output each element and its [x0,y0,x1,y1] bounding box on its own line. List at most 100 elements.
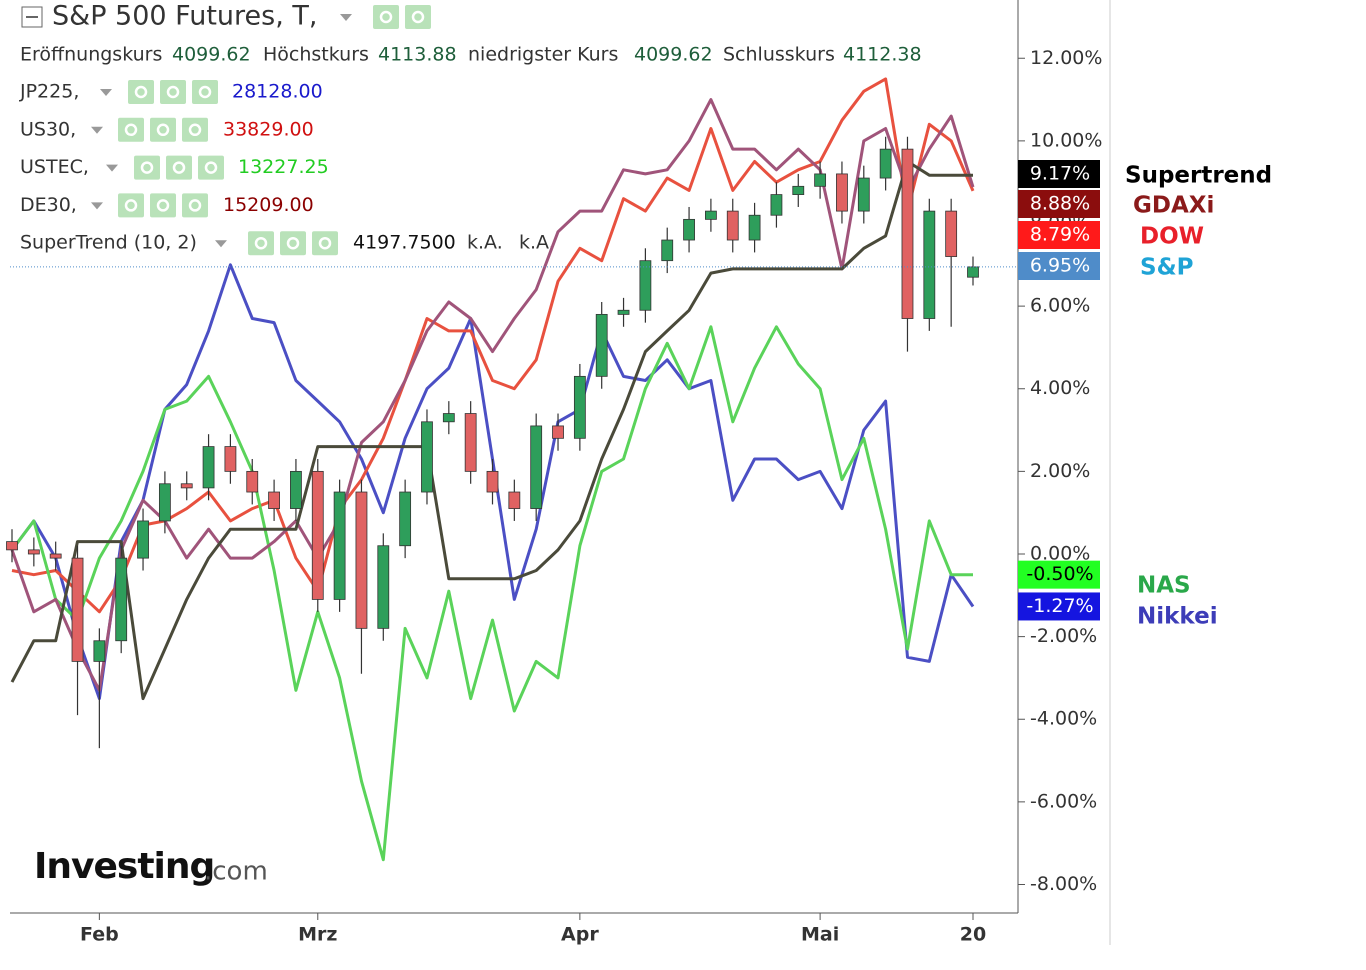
legend-extra: k.A. [467,232,503,254]
icon-button[interactable] [118,193,144,218]
x-tick-label: Apr [561,924,599,946]
icon-button[interactable] [192,80,218,104]
candle-body [442,413,455,423]
candle-body [137,520,149,559]
candle-body [595,313,608,377]
icon-glyph [140,161,154,174]
ohlc-value: 4112.38 [843,44,922,66]
value-tag [1018,160,1100,188]
y-tick-label: 0.00% [1030,542,1090,564]
icon-button[interactable] [134,155,160,180]
icon-glyph [124,199,138,212]
legend-name: US30, [20,118,76,140]
dropdown-arrow[interactable] [106,164,118,172]
icon-glyph [166,85,180,99]
candle-body [639,260,652,311]
y-tick-label: -8.00% [1030,873,1097,895]
x-tick-label: 20 [960,924,986,946]
dropdown-arrow[interactable] [100,89,112,96]
icon-glyph [188,123,202,137]
dropdown-arrow[interactable] [91,126,103,134]
value-tag [1018,221,1100,249]
legend-name: SuperTrend (10, 2) [20,232,197,254]
candle-body [508,491,521,509]
icon-button[interactable] [150,193,176,218]
icon-glyph [254,236,268,250]
value-tag [1018,190,1100,218]
y-tick-label: 10.00% [1030,129,1102,151]
y-tick-label: 12.00% [1030,47,1102,69]
icon-glyph [198,85,212,99]
x-tick-label: Mrz [298,924,337,946]
icon-button[interactable] [160,80,186,104]
legend-price: 4197.7500 [353,232,456,254]
candle-body [923,210,936,319]
icon-button[interactable] [128,80,154,104]
series-line [10,98,975,692]
dropdown-arrow[interactable] [340,14,352,21]
value-tag-label: 8.79% [1030,224,1090,246]
icon-glyph [411,10,425,24]
icon-glyph [134,85,148,99]
candle-body [421,421,433,493]
icon-button[interactable] [198,155,224,180]
candle-body [748,214,761,241]
icon-button[interactable] [166,155,192,180]
candle-body [705,210,717,220]
candle-body [6,541,18,551]
icon-button[interactable] [373,5,399,29]
candle-body [464,413,477,472]
icon-button[interactable] [280,231,306,256]
icon-glyph [204,161,218,174]
candle-body [945,210,958,257]
value-tag [1018,560,1100,589]
candle-body [224,446,237,472]
icon-button[interactable] [312,231,338,256]
legend-price: 13227.25 [238,156,329,178]
collapse-button[interactable] [21,6,43,28]
ohlc-label: niedrigster Kurs [468,44,618,66]
icon-button[interactable] [182,117,208,142]
value-tag [1018,592,1100,621]
legend-name: JP225, [19,81,79,103]
candle-body [792,185,805,195]
chart-title: S&P 500 Futures, T, [52,1,317,32]
icon-glyph [172,161,186,174]
candle-body [93,640,106,662]
candle-body [967,266,979,278]
candle-body [770,194,783,216]
icon-button[interactable] [405,5,431,29]
series-label: NAS [1137,573,1191,599]
candle-body [552,425,564,439]
candle-body [726,210,739,241]
legend-name: DE30, [20,194,77,216]
legend-extra: k.A. [519,232,555,254]
series-label: Nikkei [1137,604,1218,630]
dropdown-arrow[interactable] [91,202,103,210]
watermark-brand: Investing [34,846,214,887]
value-tag-label: 9.17% [1030,163,1090,185]
icon-button[interactable] [248,231,274,256]
icon-button[interactable] [150,117,176,142]
candle-body [355,491,368,629]
ohlc-label: Höchstkurs [263,44,369,66]
series-label: DOW [1140,224,1204,250]
candle-body [573,375,586,439]
y-tick-label: 2.00% [1030,460,1090,482]
value-tag-label: -1.27% [1026,595,1093,617]
candle-body [661,239,674,262]
candle-body [879,148,892,179]
legend-name: USTEC, [20,156,89,178]
icon-button[interactable] [118,117,144,142]
candle-body [836,173,848,212]
dropdown-arrow[interactable] [215,240,227,248]
icon-button[interactable] [182,193,208,218]
candle-body [311,470,324,600]
icon-glyph [124,123,138,137]
value-tag-label: 8.88% [1030,193,1090,215]
icon-glyph [318,236,332,250]
y-tick-label: 4.00% [1030,377,1090,399]
candle-body [901,148,914,319]
y-tick-label: -4.00% [1030,708,1097,730]
